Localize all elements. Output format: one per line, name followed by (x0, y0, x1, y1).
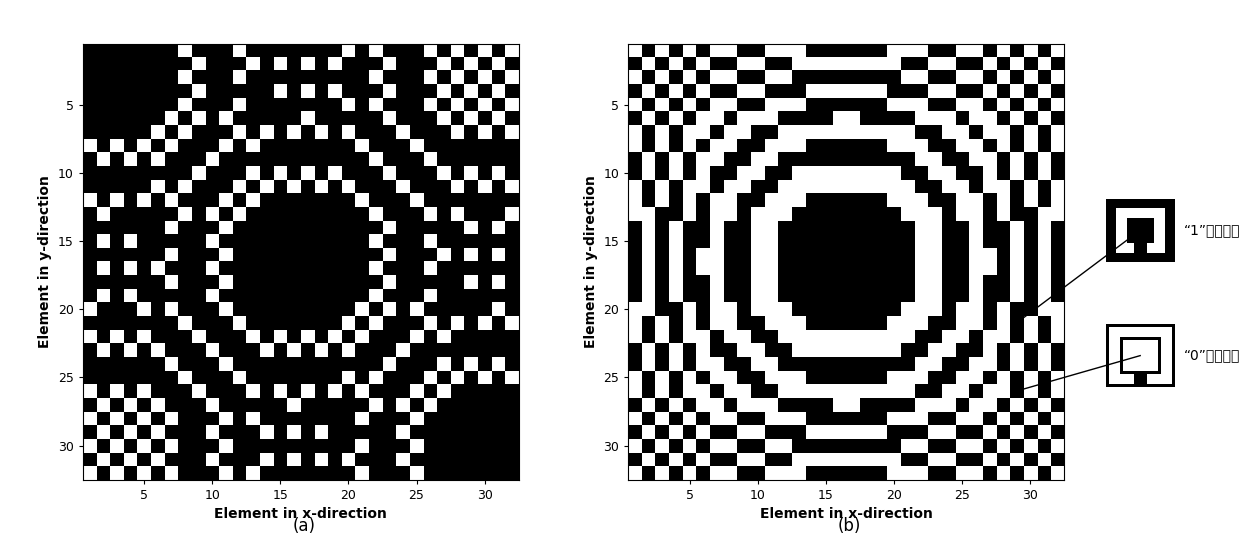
Text: “0”反射单元: “0”反射单元 (1184, 348, 1240, 362)
Text: “1”反射单元: “1”反射单元 (1184, 223, 1240, 237)
Y-axis label: Element in y-direction: Element in y-direction (584, 175, 598, 348)
X-axis label: Element in x-direction: Element in x-direction (760, 507, 932, 521)
Text: (a): (a) (293, 517, 315, 535)
Text: (b): (b) (838, 517, 861, 535)
X-axis label: Element in x-direction: Element in x-direction (215, 507, 387, 521)
Y-axis label: Element in y-direction: Element in y-direction (38, 175, 52, 348)
